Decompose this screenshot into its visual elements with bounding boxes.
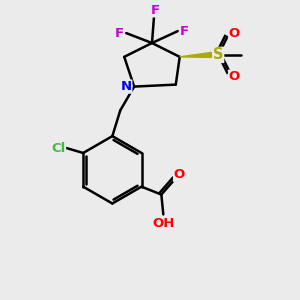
- Text: S: S: [213, 47, 224, 62]
- Polygon shape: [180, 52, 211, 57]
- Text: F: F: [115, 27, 124, 40]
- Text: OH: OH: [152, 217, 175, 230]
- Text: F: F: [180, 25, 189, 38]
- Text: O: O: [229, 70, 240, 83]
- Text: O: O: [229, 27, 240, 40]
- Text: N: N: [121, 80, 132, 93]
- Text: O: O: [173, 168, 185, 181]
- Text: F: F: [150, 4, 160, 17]
- Text: Cl: Cl: [51, 142, 65, 154]
